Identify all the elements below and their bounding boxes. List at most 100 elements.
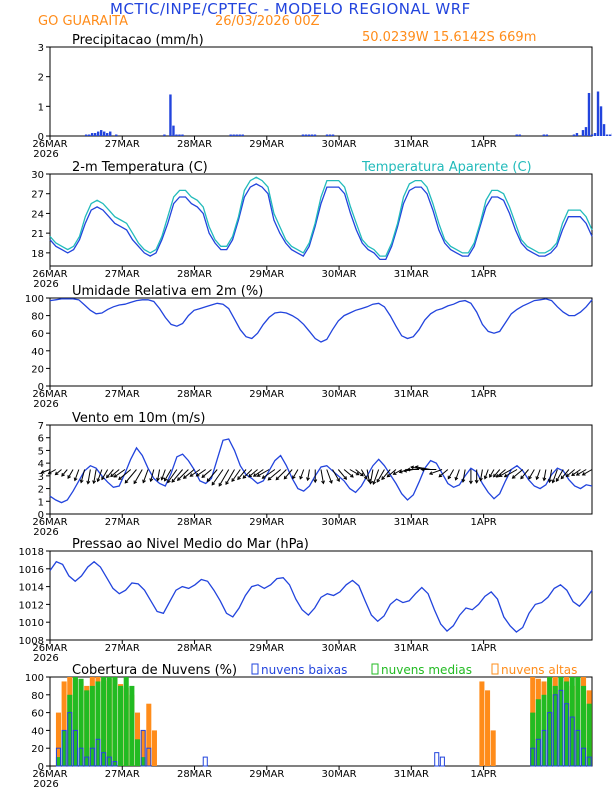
wind-vector-head	[261, 475, 266, 479]
precip-bar	[590, 134, 594, 136]
x-tick-label: 27MAR	[105, 517, 140, 528]
precip-bar	[84, 134, 88, 136]
plot-frame	[49, 676, 593, 767]
cloud-bar-2	[72, 729, 78, 767]
x-tick-label: 29MAR	[249, 643, 284, 654]
wind-vector	[386, 469, 397, 478]
wind-vector	[355, 469, 364, 477]
wind-vector-head	[398, 469, 403, 474]
wind-vector-head	[306, 477, 310, 482]
year-label: 2026	[33, 779, 58, 790]
wind-vector	[307, 469, 310, 481]
wind-vector-head	[447, 475, 452, 480]
wind-vector-head	[428, 471, 433, 476]
chart-clouds: 0 20 40 60 80 100 26MAR 27MAR 28MAR 29MAR 30MAR 31M…	[25, 663, 593, 790]
series-line-1	[49, 176, 593, 257]
precip-bar	[232, 134, 235, 136]
cloud-bar-2	[434, 752, 440, 767]
wind-vector	[177, 469, 189, 481]
wind-vector-head	[386, 473, 391, 478]
cloud-bar-2	[101, 752, 107, 767]
precip-bar	[325, 134, 329, 136]
cloud-bar-2	[552, 694, 558, 767]
cloud-bar-0	[55, 712, 61, 766]
wind-vector-head	[292, 475, 296, 480]
precip-bar	[175, 134, 178, 136]
wind-vector	[237, 469, 247, 480]
precip-bar	[87, 134, 91, 136]
cloud-bar-1	[67, 694, 73, 766]
x-tick-label: 1APR	[471, 643, 497, 654]
legend-swatch	[251, 663, 259, 675]
wind-vector-head	[528, 475, 532, 480]
precip-bar	[599, 106, 603, 136]
wind-vector-head	[54, 471, 59, 476]
precip-bar	[163, 134, 166, 136]
legend-label: nuvens baixas	[261, 663, 347, 677]
y-tick-label: 60	[31, 709, 44, 720]
wind-vector	[489, 469, 495, 478]
wind-vector	[566, 469, 576, 477]
x-tick-label: 26MAR	[32, 517, 67, 528]
wind-vector-head	[565, 473, 570, 478]
y-tick-label: 5	[38, 446, 44, 457]
chart-title: Umidade Relativa em 2m (%)	[72, 284, 263, 299]
y-tick-label: 1018	[19, 547, 44, 558]
wind-vector	[262, 469, 276, 479]
y-tick-label: 80	[31, 312, 44, 323]
x-tick-label: 27MAR	[105, 389, 140, 400]
wind-vector-head	[113, 474, 118, 478]
wind-vector-head	[392, 471, 397, 475]
precip-bar	[169, 94, 172, 136]
precip-bar	[241, 134, 244, 136]
wind-vector	[536, 469, 541, 480]
precip-bar	[542, 134, 546, 136]
precip-bar	[109, 131, 112, 136]
wind-vector	[543, 469, 547, 481]
precip-bar	[172, 125, 175, 136]
wind-vector-head	[142, 479, 146, 484]
wind-vector-head	[520, 475, 524, 480]
cloud-bar-2	[569, 716, 575, 767]
wind-vector-head	[454, 476, 459, 481]
wind-vector-head	[283, 475, 288, 480]
y-tick-label: 1012	[19, 600, 44, 611]
precip-bar	[304, 134, 308, 136]
x-tick-label: 1APR	[471, 269, 497, 280]
precip-bar	[301, 134, 305, 136]
precip-bar	[581, 130, 585, 136]
y-tick-label: 2	[38, 485, 44, 496]
precip-bar	[584, 127, 588, 136]
wind-vector	[455, 469, 460, 481]
wind-vector	[504, 469, 518, 478]
x-tick-label: 30MAR	[321, 139, 356, 150]
wind-vector-head	[176, 477, 181, 481]
wind-vector-head	[329, 479, 333, 484]
x-tick-label: 26MAR	[32, 269, 67, 280]
y-tick-label: 0	[38, 510, 44, 521]
y-tick-label: 24	[31, 209, 44, 220]
wind-vector-head	[438, 473, 443, 478]
wind-vector	[93, 469, 97, 484]
wind-vector	[55, 469, 62, 476]
precip-bar	[608, 134, 612, 136]
wind-vector-head	[381, 476, 385, 481]
plot-frame	[49, 550, 593, 641]
y-tick-label: 3	[38, 43, 44, 54]
plot-frame	[49, 297, 593, 387]
cloud-bar-1	[581, 685, 587, 766]
wind-vector-head	[468, 480, 473, 485]
wind-vector-head	[571, 472, 575, 477]
cloud-bar-1	[72, 677, 78, 766]
wind-vector-head	[376, 478, 381, 483]
wind-vector	[87, 469, 91, 484]
wind-vector	[479, 469, 483, 481]
wind-vector	[157, 469, 161, 481]
y-tick-label: 1008	[19, 636, 44, 647]
wind-vector	[242, 469, 253, 479]
wind-vector-head	[248, 473, 252, 478]
cloud-bar-2	[530, 747, 536, 767]
wind-vector-head	[555, 478, 560, 483]
cloud-bar-0	[140, 730, 146, 766]
cloud-bar-1	[558, 677, 564, 766]
